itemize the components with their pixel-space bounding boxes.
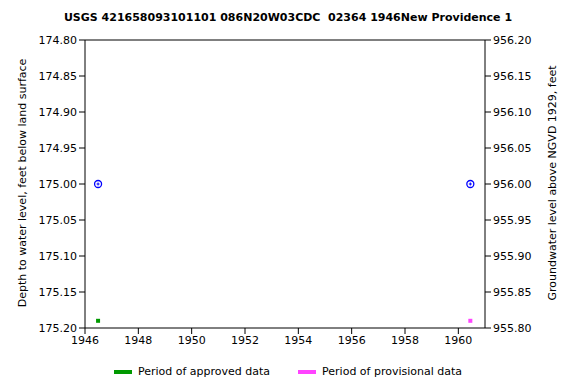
svg-text:1950: 1950: [178, 334, 206, 347]
html-text:Period of provisional data: Period of provisional data: [322, 365, 463, 378]
svg-text:1952: 1952: [231, 334, 259, 347]
html-text:USGS 421658093101101 086N20W03: USGS 421658093101101 086N20W03CDC 02364 …: [63, 11, 513, 24]
svg-text:1958: 1958: [391, 334, 419, 347]
svg-text:956.00: 956.00: [493, 178, 532, 191]
svg-text:174.80: 174.80: [39, 34, 78, 47]
html-text:Depth to water level, feet bel: Depth to water level, feet below land su…: [15, 58, 29, 308]
svg-text:956.20: 956.20: [493, 34, 532, 47]
svg-text:956.05: 956.05: [493, 142, 532, 155]
svg-text:175.15: 175.15: [39, 286, 78, 299]
svg-text:1948: 1948: [124, 334, 152, 347]
svg-text:956.10: 956.10: [493, 106, 532, 119]
svg-text:174.90: 174.90: [39, 106, 78, 119]
svg-text:955.90: 955.90: [493, 250, 532, 263]
svg-text:1954: 1954: [284, 334, 312, 347]
svg-text:175.00: 175.00: [39, 178, 78, 191]
svg-text:175.20: 175.20: [39, 322, 78, 335]
svg-text:1960: 1960: [444, 334, 472, 347]
svg-text:955.85: 955.85: [493, 286, 532, 299]
svg-text:174.85: 174.85: [39, 70, 78, 83]
svg-text:1956: 1956: [338, 334, 366, 347]
svg-text:956.15: 956.15: [493, 70, 532, 83]
html-text:Period of approved data: Period of approved data: [137, 365, 271, 378]
svg-text:1946: 1946: [71, 334, 99, 347]
svg-text:955.80: 955.80: [493, 322, 532, 335]
svg-text:174.95: 174.95: [39, 142, 78, 155]
svg-text:955.95: 955.95: [493, 214, 532, 227]
html-text:Groundwater level above NGVD 1: Groundwater level above NGVD 1929, feet: [545, 65, 559, 301]
svg-text:175.10: 175.10: [39, 250, 78, 263]
svg-text:175.05: 175.05: [39, 214, 78, 227]
